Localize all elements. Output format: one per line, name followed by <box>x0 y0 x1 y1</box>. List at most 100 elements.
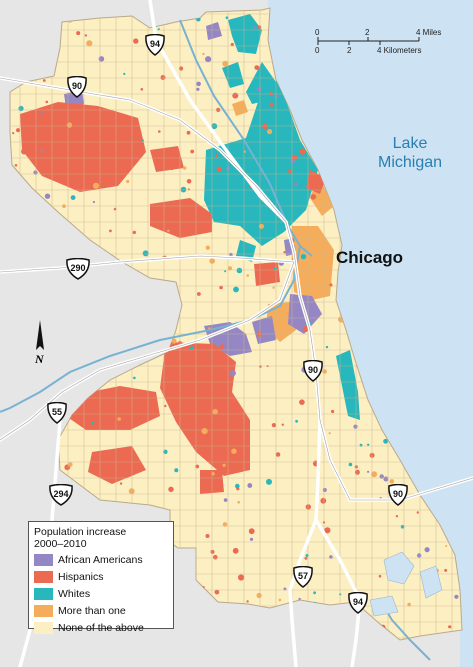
speckle-dot <box>236 487 240 491</box>
speckle-dot <box>201 428 208 435</box>
speckle-dot <box>216 166 222 172</box>
speckle-dot <box>389 479 395 484</box>
scale-mile-4: 4 Miles <box>416 28 442 37</box>
speckle-dot <box>104 255 110 261</box>
speckle-dot <box>200 447 206 453</box>
speckle-dot <box>177 585 183 592</box>
speckle-dot <box>310 194 317 200</box>
speckle-dot <box>348 462 353 467</box>
speckle-dot <box>448 625 452 629</box>
speckle-dot <box>196 349 200 353</box>
speckle-dot <box>78 384 82 388</box>
speckle-dot <box>288 169 293 174</box>
highway-shield-290: 290 <box>65 257 91 280</box>
speckle-dot <box>331 409 335 414</box>
speckle-dot <box>138 396 143 402</box>
speckle-dot <box>123 72 126 75</box>
scale-km-0: 0 <box>315 46 320 55</box>
speckle-dot <box>26 500 33 508</box>
legend-title-line1: Population increase <box>34 526 127 538</box>
speckle-dot <box>299 399 305 406</box>
speckle-dot <box>14 164 18 167</box>
speckle-dot <box>353 424 358 429</box>
speckle-dot <box>142 250 149 257</box>
speckle-dot <box>56 320 61 325</box>
speckle-dot <box>48 473 54 479</box>
speckle-dot <box>31 230 35 234</box>
speckle-dot <box>10 370 16 376</box>
speckle-dot <box>23 345 28 351</box>
speckle-dot <box>92 418 96 422</box>
speckle-dot <box>133 376 136 380</box>
speckle-dot <box>83 281 87 285</box>
legend-item-whites: Whites <box>34 586 168 601</box>
speckle-dot <box>208 354 211 357</box>
speckle-dot <box>133 38 139 44</box>
speckle-dot <box>235 483 240 489</box>
speckle-dot <box>122 307 126 310</box>
speckle-dot <box>320 497 327 504</box>
speckle-dot <box>222 522 228 527</box>
speckle-dot <box>210 549 215 554</box>
speckle-dot <box>54 340 61 347</box>
speckle-dot <box>256 592 262 599</box>
speckle-dot <box>367 443 370 446</box>
speckle-dot <box>16 128 21 133</box>
speckle-dot <box>228 194 231 197</box>
legend-swatch <box>34 621 53 634</box>
speckle-dot <box>98 340 102 344</box>
speckle-dot <box>19 310 25 317</box>
speckle-dot <box>164 404 167 408</box>
speckle-dot <box>37 232 41 236</box>
speckle-dot <box>184 228 188 232</box>
speckle-dot <box>82 11 89 17</box>
highway-shield-90-south: 90 <box>302 359 324 382</box>
speckle-dot <box>259 365 262 368</box>
speckle-dot <box>14 28 19 33</box>
speckle-dot <box>155 305 158 309</box>
speckle-dot <box>407 602 411 607</box>
speckle-dot <box>24 129 31 136</box>
speckle-dot <box>224 270 227 273</box>
speckle-dot <box>69 170 75 176</box>
legend-label: Hispanics <box>58 570 104 583</box>
lake-michigan <box>268 0 473 667</box>
speckle-dot <box>59 285 65 290</box>
speckle-dot <box>61 286 68 293</box>
scale-bar-lines <box>317 37 420 45</box>
highway-number: 55 <box>51 407 62 417</box>
speckle-dot <box>230 42 234 47</box>
speckle-dot <box>275 452 281 457</box>
speckle-dot <box>156 329 159 333</box>
speckle-dot <box>322 488 327 492</box>
speckle-dot <box>367 470 370 473</box>
speckle-dot <box>278 598 282 602</box>
speckle-dot <box>222 621 228 628</box>
speckle-dot <box>101 453 105 457</box>
speckle-dot <box>174 468 179 473</box>
interstate-shield-icon <box>348 591 368 614</box>
speckle-dot <box>238 574 245 581</box>
speckle-dot <box>324 527 331 534</box>
speckle-dot <box>33 170 38 175</box>
speckle-dot <box>44 193 51 199</box>
speckle-dot <box>214 589 220 595</box>
speckle-dot <box>378 574 382 578</box>
hispanics-areas <box>20 102 326 494</box>
speckle-dot <box>53 292 60 299</box>
speckle-dot <box>69 149 74 154</box>
speckle-dot <box>212 354 219 361</box>
speckle-dot <box>91 502 94 505</box>
interstate-shield-icon <box>388 483 408 506</box>
legend-label: None of the above <box>58 621 144 634</box>
speckle-dot <box>170 167 174 171</box>
speckle-dot <box>18 105 24 112</box>
scale-mile-2: 2 <box>365 28 370 37</box>
speckle-dot <box>300 253 307 260</box>
speckle-dot <box>213 613 220 620</box>
speckle-dot <box>185 555 192 562</box>
speckle-dot <box>454 594 459 599</box>
speckle-dot <box>232 547 239 554</box>
speckle-dot <box>219 285 223 290</box>
